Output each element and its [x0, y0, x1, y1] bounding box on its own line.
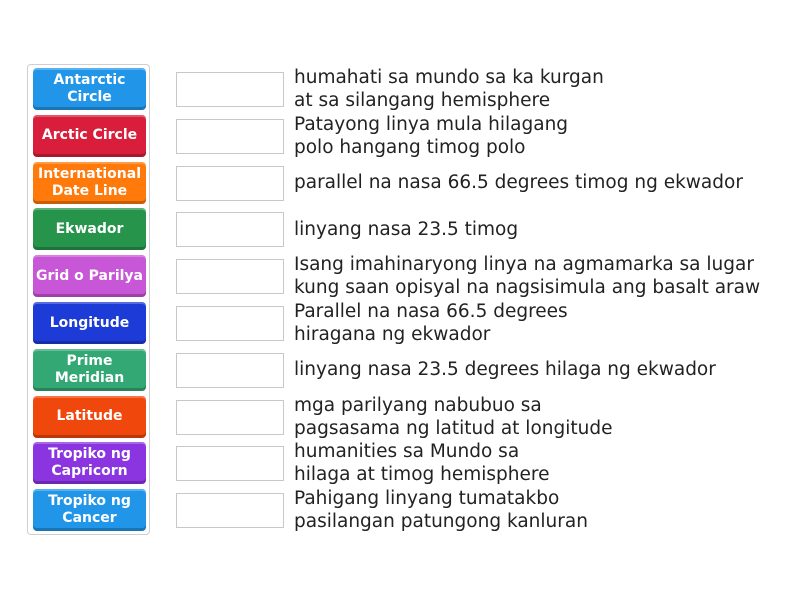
drop-slot[interactable]: [176, 118, 284, 154]
answer-tile[interactable]: Tropiko ng Cancer: [33, 489, 146, 532]
answer-tile[interactable]: Latitude: [33, 395, 146, 438]
drop-slot[interactable]: [176, 399, 284, 435]
drop-slot[interactable]: [176, 446, 284, 482]
answer-tile[interactable]: Ekwador: [33, 208, 146, 251]
description-text: Isang imahinaryong linya na agmamarka sa…: [294, 254, 761, 299]
description-text: Pahigang linyang tumatakbo pasilangan pa…: [294, 488, 588, 533]
description-text: linyang nasa 23.5 timog: [294, 218, 519, 240]
description-text: linyang nasa 23.5 degrees hilaga ng ekwa…: [294, 359, 716, 381]
answer-tile[interactable]: Antarctic Circle: [33, 68, 146, 110]
answer-tile[interactable]: Prime Meridian: [33, 348, 146, 391]
description-text: mga parilyang nabubuo sa pagsasama ng la…: [294, 394, 613, 439]
drop-slot[interactable]: [176, 306, 284, 341]
drop-slot[interactable]: [176, 72, 284, 107]
description-text: humanities sa Mundo sa hilaga at timog h…: [294, 441, 550, 486]
drop-slot[interactable]: [176, 352, 284, 388]
answer-tile[interactable]: Tropiko ng Capricorn: [33, 442, 146, 485]
answer-tile[interactable]: Longitude: [33, 302, 146, 344]
description-text: Parallel na nasa 66.5 degrees hiragana n…: [294, 301, 568, 345]
description-text: Patayong linya mula hilagang polo hangan…: [294, 113, 569, 158]
drop-slot[interactable]: [176, 493, 284, 529]
answer-tile[interactable]: Grid o Parilya: [33, 255, 146, 298]
description-text: parallel na nasa 66.5 degrees timog ng e…: [294, 172, 743, 194]
description-text: humahati sa mundo sa ka kurgan at sa sil…: [294, 67, 604, 111]
drop-slot[interactable]: [176, 165, 284, 201]
answer-tile[interactable]: Arctic Circle: [33, 114, 146, 157]
drop-slot[interactable]: [176, 259, 284, 295]
drop-slot[interactable]: [176, 212, 284, 248]
answer-tile[interactable]: International Date Line: [33, 161, 146, 204]
